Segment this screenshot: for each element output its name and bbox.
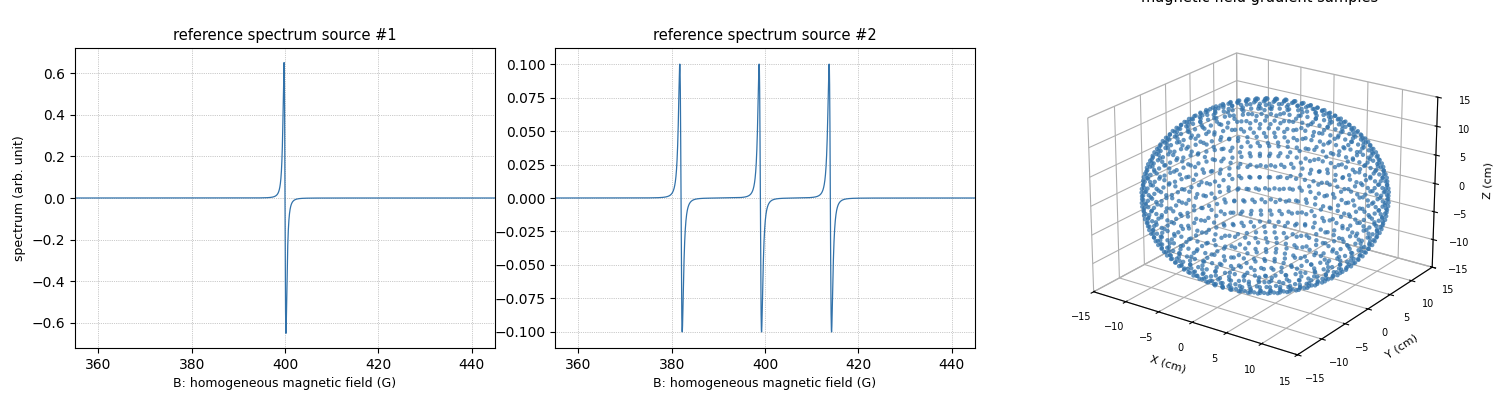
X-axis label: B: homogeneous magnetic field (G): B: homogeneous magnetic field (G) bbox=[654, 377, 876, 390]
Y-axis label: Y (cm): Y (cm) bbox=[1383, 332, 1419, 360]
Title: reference spectrum source #1: reference spectrum source #1 bbox=[172, 28, 398, 43]
Title: magnetic field gradient samples: magnetic field gradient samples bbox=[1142, 0, 1378, 6]
Title: reference spectrum source #2: reference spectrum source #2 bbox=[652, 28, 878, 43]
Y-axis label: spectrum (arb. unit): spectrum (arb. unit) bbox=[13, 135, 26, 261]
X-axis label: B: homogeneous magnetic field (G): B: homogeneous magnetic field (G) bbox=[174, 377, 396, 390]
X-axis label: X (cm): X (cm) bbox=[1149, 354, 1186, 375]
